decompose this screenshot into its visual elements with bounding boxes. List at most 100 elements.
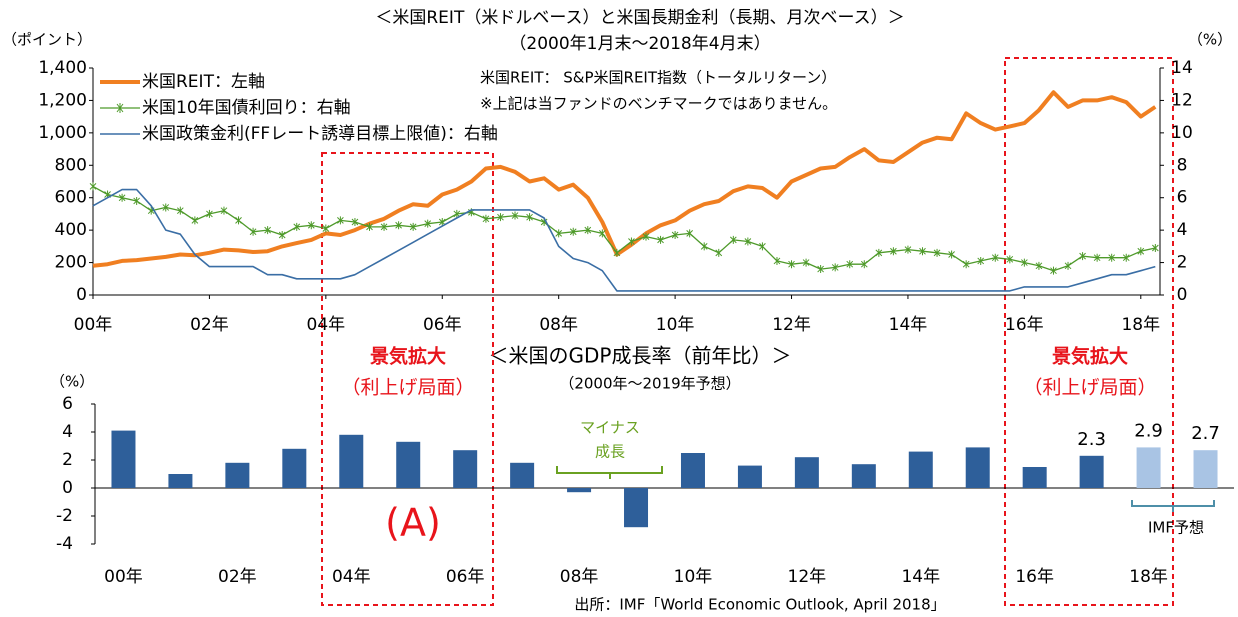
- series-marker: [526, 213, 533, 222]
- series-marker: [598, 229, 606, 238]
- series-marker: [1064, 261, 1072, 270]
- series-marker: [176, 206, 184, 215]
- y-tick-label: 1,000: [38, 123, 87, 143]
- series-marker: [1006, 255, 1014, 264]
- series-marker: [249, 227, 257, 236]
- y2-tick-label: 6: [1177, 188, 1188, 208]
- y-axis-label: （%）: [50, 373, 94, 391]
- x-tick-label: 16年: [1005, 315, 1044, 335]
- bracket: [556, 466, 663, 479]
- bar: [1022, 467, 1047, 488]
- source: 出所：IMF「World Economic Outlook, April 201…: [574, 596, 945, 614]
- series-marker: [206, 209, 213, 218]
- series-marker: [366, 222, 373, 231]
- series-marker: [802, 258, 810, 267]
- chart-title: ＜米国REIT（米ドルベース）と米国長期金利（長期、月次ベース）＞: [375, 8, 904, 28]
- series-marker: [118, 193, 126, 202]
- bar: [624, 488, 649, 528]
- bar: [567, 488, 592, 493]
- series-marker: [686, 229, 694, 238]
- note: ※上記は当ファンドのベンチマークではありません。: [480, 95, 837, 113]
- series-marker: [700, 242, 708, 251]
- series-marker: [380, 222, 388, 231]
- series-line: [92, 185, 1156, 272]
- x-tick-label: 12年: [788, 567, 827, 587]
- series-marker: [482, 214, 490, 223]
- y2-tick-label: 4: [1177, 220, 1188, 240]
- y2-tick-label: 2: [1177, 253, 1188, 273]
- data-label: 2.9: [1134, 420, 1163, 441]
- x-tick-label: 08年: [560, 567, 599, 587]
- bar: [680, 453, 705, 488]
- series-marker: [584, 226, 592, 235]
- legend-label: 米国REIT：左軸: [142, 72, 265, 92]
- series-marker: [395, 221, 402, 230]
- series-marker: [191, 216, 199, 225]
- series-marker: [642, 232, 650, 241]
- chart-subtitle: （2000年1月末～2018年4月末）: [509, 34, 770, 54]
- series-marker: [671, 231, 679, 240]
- series-marker: [875, 248, 883, 257]
- y-tick-label: 1,400: [38, 58, 87, 78]
- series-marker: [453, 209, 461, 218]
- x-tick-label: 10年: [656, 315, 695, 335]
- y-tick-label: 400: [55, 220, 87, 240]
- series-marker: [729, 235, 737, 244]
- series-marker: [1093, 253, 1101, 262]
- x-tick-label: 16年: [1015, 567, 1054, 587]
- annotation: 成長: [595, 443, 625, 461]
- y-tick-label: -2: [56, 506, 73, 526]
- y-tick-label: 800: [55, 155, 87, 175]
- annotation: （利上げ局面）: [1023, 377, 1156, 399]
- x-tick-label: 08年: [539, 315, 578, 335]
- annotation: 景気拡大: [1052, 345, 1128, 368]
- series-marker: [904, 245, 912, 254]
- series-marker: [322, 224, 330, 233]
- series-marker: [759, 242, 766, 251]
- data-label: 2.3: [1077, 429, 1106, 450]
- bar: [908, 451, 933, 488]
- y-tick-label: 0: [62, 478, 73, 498]
- x-tick-label: 00年: [104, 567, 143, 587]
- series-marker: [1151, 243, 1159, 252]
- series-marker: [831, 263, 839, 272]
- y-tick-label: 6: [62, 394, 73, 414]
- series-marker: [890, 247, 897, 256]
- x-tick-label: 12年: [772, 315, 811, 335]
- series-line: [92, 90, 1157, 268]
- series-marker: [409, 222, 417, 231]
- series-marker: [133, 196, 141, 205]
- series-marker: [1050, 266, 1057, 275]
- series-marker: [424, 219, 432, 228]
- series-marker: [438, 218, 446, 227]
- bar: [794, 457, 819, 488]
- y-tick-label: 2: [62, 450, 73, 470]
- annotation: 景気拡大: [370, 345, 446, 368]
- series-marker: [628, 237, 635, 246]
- series-marker: [293, 222, 301, 231]
- series-marker: [278, 231, 286, 240]
- y-axis-label: （ポイント）: [2, 31, 92, 49]
- annotation: マイナス: [580, 419, 640, 437]
- chart-subtitle: （2000年～2019年予想）: [559, 375, 740, 393]
- legend-marker: [116, 103, 124, 113]
- series-marker: [991, 253, 999, 262]
- y2-tick-label: 14: [1171, 58, 1193, 78]
- y-tick-label: 1,200: [38, 90, 87, 110]
- x-tick-label: 02年: [218, 567, 257, 587]
- bar: [1079, 455, 1104, 488]
- series-marker: [919, 247, 926, 256]
- series-marker: [788, 260, 795, 269]
- y2-tick-label: 0: [1177, 285, 1188, 305]
- y-tick-label: 200: [55, 253, 87, 273]
- bar: [225, 462, 250, 488]
- series-marker: [220, 206, 228, 215]
- x-tick-label: 02年: [190, 315, 229, 335]
- bar: [453, 450, 478, 488]
- series-marker: [657, 235, 664, 244]
- series-marker: [933, 248, 941, 257]
- y-tick-label: 4: [62, 422, 73, 442]
- x-tick-label: 04年: [332, 567, 371, 587]
- bar: [111, 430, 136, 488]
